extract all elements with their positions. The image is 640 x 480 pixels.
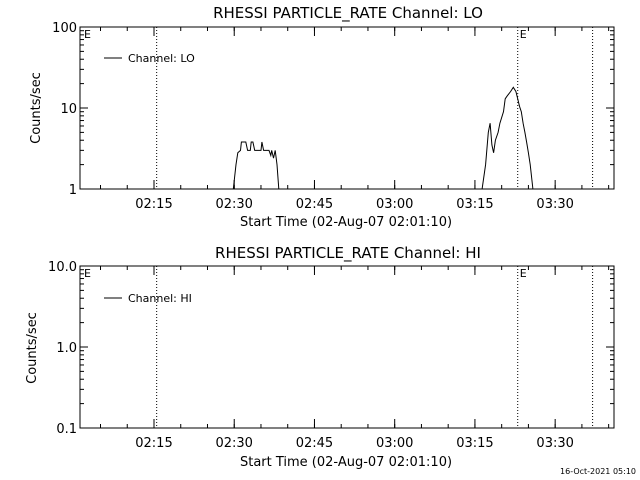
- panel-lo-ytick-label: 10: [60, 102, 77, 117]
- panel-hi-legend-label: Channel: HI: [128, 292, 192, 305]
- panel-hi-vline-label: E: [520, 267, 527, 280]
- panel-lo: RHESSI PARTICLE_RATE Channel: LO 110100 …: [29, 4, 615, 230]
- panel-lo-xtick-label: 02:30: [215, 197, 252, 212]
- panel-hi-ylabel: Counts/sec: [25, 312, 40, 384]
- panel-lo-vline-label: E: [520, 28, 527, 41]
- footer-timestamp: 16-Oct-2021 05:10: [560, 467, 636, 476]
- panel-hi-xtick-label: 02:45: [296, 436, 333, 451]
- panel-hi-xtick-label: 02:15: [135, 436, 172, 451]
- panel-hi-title: RHESSI PARTICLE_RATE Channel: HI: [215, 244, 481, 263]
- panel-hi-corner-label: E: [84, 267, 91, 280]
- panel-lo-ytick-label: 1: [69, 183, 77, 198]
- panel-lo-series-line: [232, 141, 280, 190]
- panel-lo-legend-label: Channel: LO: [128, 52, 195, 65]
- panel-lo-corner-label: E: [84, 28, 91, 41]
- panel-hi-xtick-label: 03:00: [376, 436, 413, 451]
- panel-hi-xtick-label: 03:30: [536, 436, 573, 451]
- panel-lo-xtick-label: 02:15: [135, 197, 172, 212]
- panel-lo-ylabel: Counts/sec: [29, 72, 44, 144]
- panel-lo-xtick-label: 03:15: [456, 197, 493, 212]
- panel-lo-series-line: [481, 86, 534, 190]
- panel-hi-ytick-label: 0.1: [56, 422, 77, 437]
- panel-lo-ytick-label: 100: [52, 21, 77, 36]
- panel-hi-ytick-label: 10.0: [48, 260, 77, 275]
- panel-lo-xlabel: Start Time (02-Aug-07 02:01:10): [240, 215, 452, 230]
- panel-lo-xtick-label: 02:45: [296, 197, 333, 212]
- panel-hi-xlabel: Start Time (02-Aug-07 02:01:10): [240, 455, 452, 470]
- panel-lo-xtick-label: 03:00: [376, 197, 413, 212]
- panel-hi-xtick-label: 02:30: [215, 436, 252, 451]
- panel-lo-title: RHESSI PARTICLE_RATE Channel: LO: [213, 4, 483, 23]
- panel-hi: RHESSI PARTICLE_RATE Channel: HI 0.1 1.0 1…: [25, 244, 615, 470]
- panel-lo-xtick-label: 03:30: [536, 197, 573, 212]
- panel-hi-ytick-label: 1.0: [56, 341, 77, 356]
- panel-hi-xtick-label: 03:15: [456, 436, 493, 451]
